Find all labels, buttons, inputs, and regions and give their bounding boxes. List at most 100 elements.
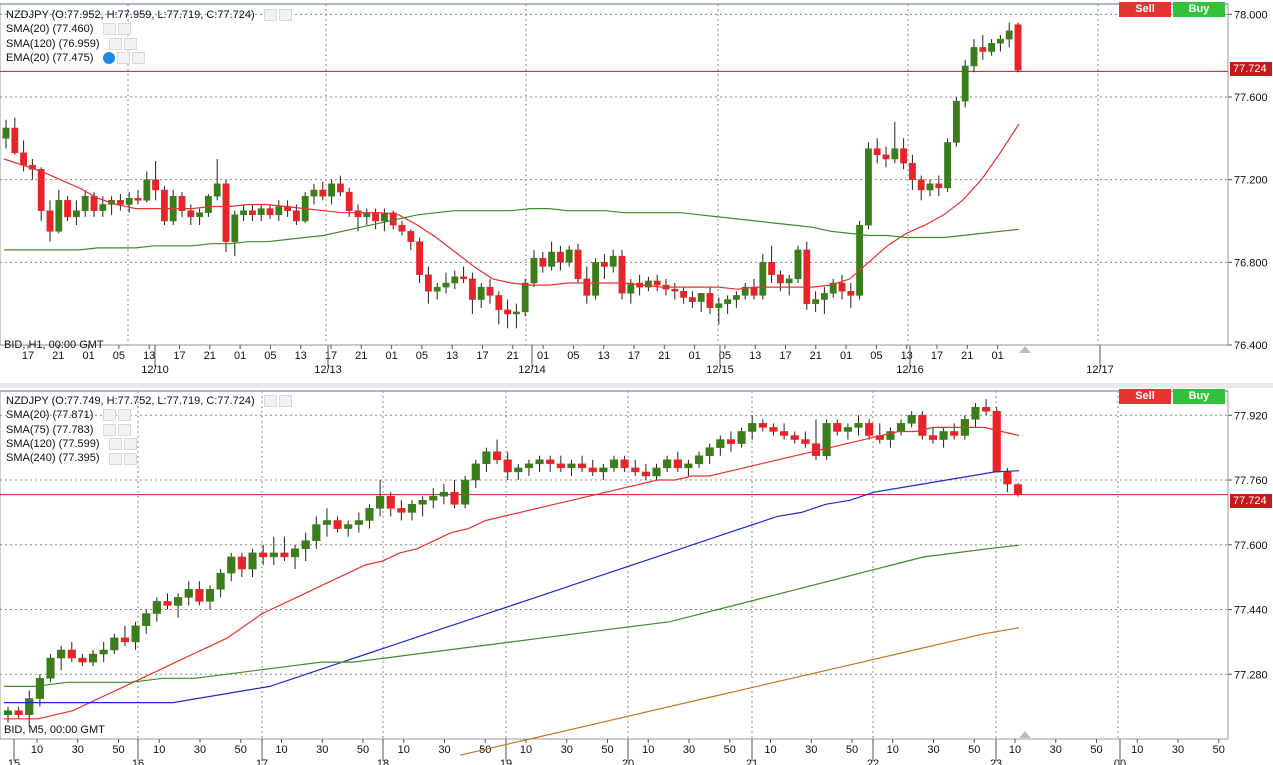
candle-bull — [820, 293, 828, 300]
y-tick-label: 77.920 — [1234, 410, 1268, 422]
candle-bull — [143, 179, 151, 201]
candle-bull — [269, 552, 278, 558]
candle-bull — [829, 282, 837, 294]
x-tick-label: 10 — [31, 744, 43, 756]
settings-icon[interactable] — [108, 438, 122, 451]
indicator-controls[interactable] — [108, 451, 139, 465]
candle-bull — [715, 303, 723, 309]
close-icon[interactable] — [123, 452, 137, 465]
candle-bull — [3, 710, 13, 715]
settings-icon[interactable] — [263, 395, 277, 408]
settings-icon[interactable] — [108, 452, 122, 465]
candle-bear — [918, 415, 927, 436]
x-major-tick-label: 20 — [622, 758, 634, 765]
candle-bear — [574, 249, 582, 280]
h1-chart-panel[interactable]: 78.000 77.600 77.200 76.800 76.400 17 21 01 05 13… — [0, 0, 1273, 383]
h1-time-marker-icon[interactable] — [1019, 346, 1031, 353]
x-tick-label: 30 — [683, 744, 695, 756]
candle-bull — [418, 500, 427, 505]
m5-time-marker-icon[interactable] — [1019, 731, 1031, 738]
indicator-controls[interactable] — [102, 408, 133, 422]
candle-bear — [847, 291, 855, 296]
close-icon[interactable] — [123, 37, 137, 50]
y-tick-label: 76.400 — [1234, 340, 1268, 352]
candle-bull — [652, 467, 661, 477]
candle-bear — [37, 169, 45, 211]
candle-bull — [843, 427, 852, 432]
x-tick-label: 50 — [846, 744, 858, 756]
candle-bear — [504, 309, 512, 315]
m5-indicator-legend: NZDJPY (O:77.749, H:77.752, L:77.719, C:… — [6, 394, 294, 466]
candle-bull — [227, 556, 236, 574]
m5-legend-controls[interactable] — [263, 394, 294, 408]
close-icon[interactable] — [123, 438, 137, 451]
x-tick-label: 50 — [112, 744, 124, 756]
close-icon[interactable] — [117, 23, 131, 36]
candle-bear — [64, 200, 72, 218]
candle-bull — [451, 276, 459, 284]
x-tick-label: 17 — [173, 350, 185, 362]
candle-bear — [178, 195, 186, 211]
indicator-controls[interactable] — [108, 437, 139, 451]
settings-icon[interactable] — [263, 9, 277, 22]
settings-icon[interactable] — [102, 423, 116, 436]
x-major-tick-label: 19 — [500, 758, 512, 765]
x-tick-label: 05 — [113, 350, 125, 362]
candle-bull — [896, 423, 906, 432]
x-tick-label: 01 — [385, 350, 397, 362]
candle-bear — [750, 286, 758, 296]
candle-bear — [556, 251, 564, 263]
x-tick-label: 17 — [628, 350, 640, 362]
candle-bull — [312, 524, 321, 541]
indicator-controls[interactable] — [102, 22, 133, 36]
indicator-controls[interactable] — [102, 423, 133, 437]
settings-icon[interactable] — [102, 409, 116, 422]
close-icon[interactable] — [278, 9, 292, 22]
candle-bull — [609, 459, 619, 469]
candle-bear — [407, 231, 415, 242]
candle-bear — [248, 210, 256, 216]
candle-bull — [152, 601, 161, 614]
x-major-tick-label: 15 — [8, 758, 20, 765]
candle-bear — [801, 439, 810, 444]
x-tick-label: 30 — [1172, 744, 1184, 756]
settings-icon[interactable] — [116, 52, 130, 65]
x-tick-label: 05 — [719, 350, 731, 362]
h1-legend-controls[interactable] — [263, 8, 294, 22]
settings-icon[interactable] — [108, 37, 122, 50]
candle-bull — [759, 262, 767, 296]
candle-bear — [928, 435, 938, 440]
candle-bear — [319, 189, 327, 197]
candle-bear — [292, 210, 300, 222]
close-icon[interactable] — [278, 395, 292, 408]
visibility-toggle-icon[interactable] — [102, 52, 115, 65]
m5-chart-panel[interactable]: 77.920 77.760 77.600 77.440 77.280 10 30 50 10 30… — [0, 388, 1273, 765]
x-tick-label: 30 — [1050, 744, 1062, 756]
indicator-controls[interactable] — [108, 37, 139, 51]
settings-icon[interactable] — [102, 23, 116, 36]
candle-bull — [72, 210, 80, 218]
m5-chart-svg[interactable]: 77.920 77.760 77.600 77.440 77.280 10 30 50 10 30… — [0, 388, 1273, 765]
x-tick-label: 21 — [658, 350, 670, 362]
x-tick-label: 50 — [479, 744, 491, 756]
buy-button[interactable]: Buy — [1173, 2, 1225, 17]
close-icon[interactable] — [117, 409, 131, 422]
buy-button[interactable]: Buy — [1173, 389, 1225, 404]
candle-bear — [486, 286, 494, 296]
sell-button[interactable]: Sell — [1119, 389, 1171, 404]
close-icon[interactable] — [117, 423, 131, 436]
sell-button[interactable]: Sell — [1119, 2, 1171, 17]
candle-bear — [11, 127, 19, 154]
x-tick-label: 10 — [275, 744, 287, 756]
x-tick-label: 05 — [567, 350, 579, 362]
h1-chart-svg[interactable]: 78.000 77.600 77.200 76.800 76.400 17 21 01 05 13… — [0, 0, 1273, 383]
x-major-tick-label: 12/17 — [1086, 364, 1114, 376]
candle-bull — [442, 282, 450, 288]
panel-divider[interactable] — [0, 383, 1273, 388]
candle-bull — [567, 463, 576, 469]
close-icon[interactable] — [131, 52, 145, 65]
candle-bull — [471, 463, 480, 481]
indicator-controls[interactable] — [102, 51, 147, 65]
x-major-tick-label: 22 — [867, 758, 879, 765]
candle-bear — [588, 467, 597, 473]
